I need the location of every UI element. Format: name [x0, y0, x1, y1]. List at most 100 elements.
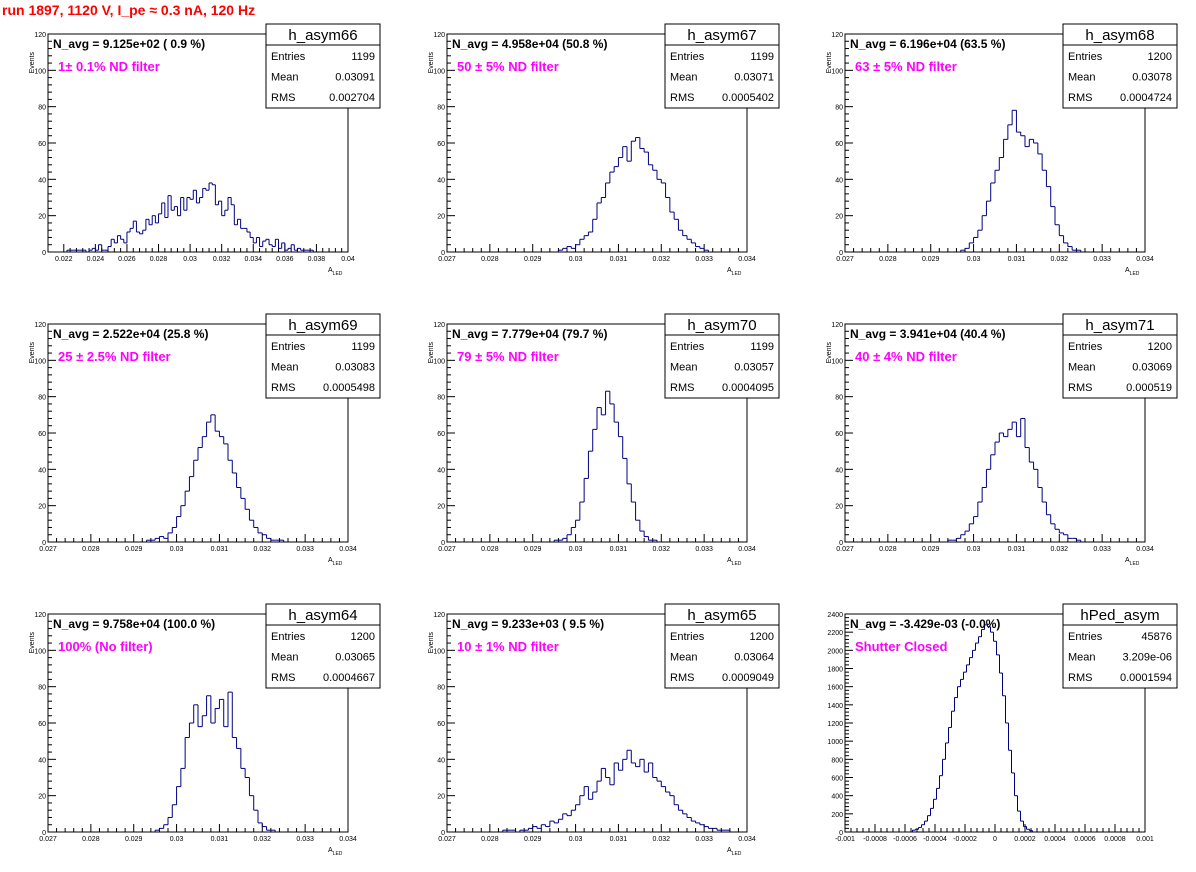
stats-rms-value: 0.0009049 — [722, 672, 774, 684]
x-tick-label: 0.04 — [341, 256, 355, 263]
y-axis-title: Events — [428, 342, 435, 364]
y-axis-title: Events — [428, 52, 435, 74]
stats-box: h_asym64 Entries 1200 Mean 0.03065 RMS 0.00046… — [265, 603, 381, 689]
y-tick-label: 40 — [437, 177, 445, 184]
y-tick-label: 0 — [441, 540, 445, 547]
y-tick-label: 1000 — [827, 739, 843, 746]
x-tick-label: 0.028 — [150, 256, 168, 263]
x-tick-label: -0.0004 — [923, 836, 947, 843]
stats-entries-label: Entries — [670, 341, 705, 353]
hPed_asym-panel: 0 200 400 600 800 1000 1200 1400 1600 1800 2000 220… — [827, 603, 1178, 843]
x-tick-label: 0.027 — [836, 546, 854, 553]
y-tick-label: 60 — [38, 721, 46, 728]
x-tick-label: 0.034 — [738, 546, 756, 553]
h_asym70-panel: 0 20 40 60 80 100 120 0.027 0.028 0.029 0.03 0.031 0… — [428, 313, 780, 567]
x-tick-label: 0.027 — [39, 836, 57, 843]
x-tick-label: 0.0004 — [1044, 836, 1066, 843]
filter-label: 50 ± 5% ND filter — [457, 59, 559, 74]
stats-entries-value: 1200 — [1148, 51, 1172, 63]
x-tick-label: 0.027 — [836, 256, 854, 263]
stats-box-frame — [664, 23, 780, 109]
x-tick-label: 0.029 — [524, 256, 542, 263]
x-tick-label: 0.033 — [695, 836, 713, 843]
y-tick-label: 120 — [831, 322, 843, 329]
x-tick-label: 0.027 — [438, 546, 456, 553]
x-tick-label: 0.029 — [524, 836, 542, 843]
x-tick-label: 0.032 — [213, 256, 231, 263]
x-tick-label: 0.031 — [1008, 546, 1026, 553]
stats-rms-label: RMS — [670, 382, 694, 394]
y-tick-label: 100 — [34, 68, 46, 75]
x-axis-title: ALED — [328, 267, 343, 277]
x-tick-label: 0.033 — [695, 546, 713, 553]
y-tick-label: 60 — [835, 141, 843, 148]
y-tick-label: 80 — [437, 685, 445, 692]
x-tick-label: 0.034 — [1136, 546, 1154, 553]
x-tick-label: 0.032 — [254, 836, 272, 843]
stats-box-frame — [265, 603, 381, 689]
y-tick-label: 0 — [839, 830, 843, 837]
stats-entries-label: Entries — [271, 341, 306, 353]
stats-rms-value: 0.0004095 — [722, 382, 774, 394]
y-tick-label: 40 — [835, 177, 843, 184]
y-tick-label: 60 — [437, 141, 445, 148]
stats-mean-value: 0.03069 — [1132, 362, 1172, 374]
stats-mean-label: Mean — [1068, 362, 1096, 374]
h_asym67-panel: 0 20 40 60 80 100 120 0.027 0.028 0.029 0.03 0.031 0… — [428, 23, 780, 277]
run-title: run 1897, 1120 V, I_pe ≈ 0.3 nA, 120 Hz — [2, 2, 256, 18]
stats-rms-label: RMS — [670, 92, 694, 104]
y-tick-label: 60 — [38, 431, 46, 438]
x-axis-title: ALED — [727, 557, 742, 567]
x-tick-label: 0.03 — [170, 836, 184, 843]
y-tick-label: 120 — [831, 32, 843, 39]
y-tick-label: 40 — [38, 757, 46, 764]
y-tick-label: 100 — [34, 358, 46, 365]
y-axis-title: Events — [826, 52, 833, 74]
navg-label: N_avg = 7.779e+04 (79.7 %) — [452, 327, 607, 341]
stats-box-frame — [1062, 313, 1178, 399]
histogram-name: h_asym68 — [1085, 27, 1154, 44]
x-tick-label: 0.034 — [339, 546, 357, 553]
x-axis-title: ALED — [328, 847, 343, 857]
stats-entries-value: 1199 — [750, 51, 774, 63]
x-tick-label: 0.034 — [738, 256, 756, 263]
y-tick-label: 20 — [437, 214, 445, 221]
y-tick-label: 100 — [433, 648, 445, 655]
x-tick-label: 0.028 — [879, 256, 897, 263]
stats-mean-value: 0.03071 — [734, 72, 774, 84]
y-tick-label: 80 — [835, 105, 843, 112]
x-tick-label: 0.027 — [438, 836, 456, 843]
histogram-name: h_asym70 — [687, 317, 756, 334]
y-tick-label: 0 — [839, 540, 843, 547]
stats-mean-label: Mean — [670, 652, 698, 664]
y-tick-label: 20 — [437, 794, 445, 801]
y-tick-label: 2200 — [827, 630, 843, 637]
stats-box: h_asym66 Entries 1199 Mean 0.03091 RMS 0.00270… — [265, 23, 381, 109]
stats-entries-value: 1199 — [351, 341, 375, 353]
stats-rms-label: RMS — [1068, 92, 1092, 104]
stats-box: h_asym68 Entries 1200 Mean 0.03078 RMS 0.00047… — [1062, 23, 1178, 109]
y-tick-label: 120 — [433, 322, 445, 329]
stats-entries-label: Entries — [1068, 631, 1103, 643]
x-axis-title: ALED — [727, 267, 742, 277]
stats-mean-value: 0.03083 — [335, 362, 375, 374]
stats-rms-value: 0.0004667 — [323, 672, 375, 684]
x-tick-label: 0.028 — [82, 546, 100, 553]
x-tick-label: 0.034 — [738, 836, 756, 843]
x-tick-label: 0.034 — [244, 256, 262, 263]
y-axis-title: Events — [29, 342, 36, 364]
h_asym71-panel: 0 20 40 60 80 100 120 0.027 0.028 0.029 0.03 0.031 0… — [826, 313, 1178, 567]
x-tick-label: 0.029 — [922, 546, 940, 553]
y-tick-label: 120 — [34, 322, 46, 329]
stats-entries-label: Entries — [670, 631, 705, 643]
filter-label: Shutter Closed — [855, 639, 948, 654]
x-tick-label: 0.0002 — [1014, 836, 1036, 843]
y-axis-title: Events — [29, 632, 36, 654]
x-tick-label: 0.03 — [967, 256, 981, 263]
stats-entries-value: 1199 — [351, 51, 375, 63]
histogram-name: h_asym66 — [288, 27, 357, 44]
x-tick-label: 0.029 — [524, 546, 542, 553]
x-tick-label: 0.032 — [1051, 546, 1069, 553]
y-tick-label: 100 — [831, 358, 843, 365]
filter-label: 63 ± 5% ND filter — [855, 59, 957, 74]
